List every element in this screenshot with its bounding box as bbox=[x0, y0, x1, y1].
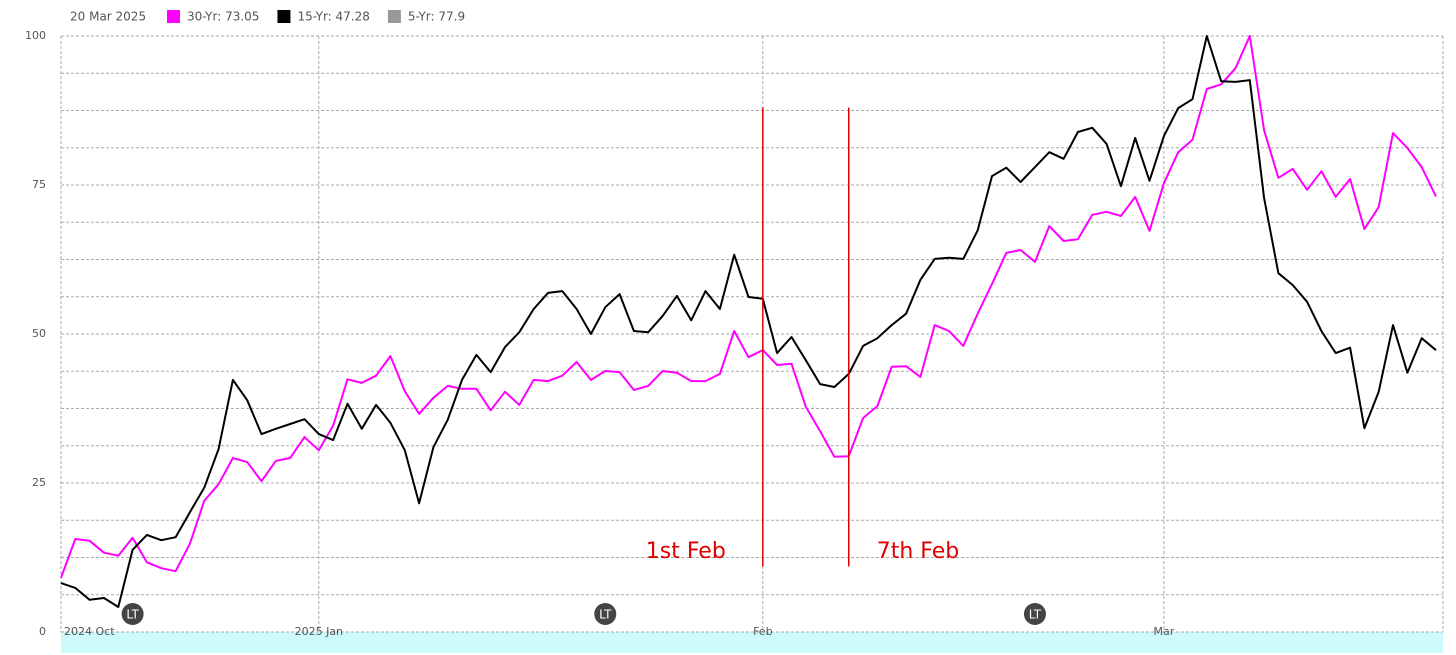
event-marker bbox=[594, 603, 617, 625]
event-marker bbox=[1023, 603, 1046, 625]
y-tick-label: 100 bbox=[25, 29, 46, 42]
legend-label: 30-Yr: 73.05 bbox=[187, 10, 259, 24]
event-marker-label: LT bbox=[126, 608, 139, 622]
x-tick-label: 2025 Jan bbox=[295, 625, 343, 638]
navigator bbox=[61, 632, 1443, 653]
y-tick-label: 0 bbox=[39, 625, 46, 638]
series-line bbox=[60, 35, 1437, 579]
x-tick-label: 2024 Oct bbox=[64, 625, 115, 638]
x-tick-label: Mar bbox=[1153, 625, 1174, 638]
y-tick-label: 50 bbox=[32, 327, 46, 340]
annotation-label: 1st Feb bbox=[646, 539, 726, 564]
annotation-label: 7th Feb bbox=[877, 539, 960, 564]
y-tick-label: 75 bbox=[32, 178, 46, 191]
y-tick-label: 25 bbox=[32, 476, 46, 489]
legend-swatch bbox=[277, 10, 291, 23]
legend-label: 5-Yr: 77.9 bbox=[408, 10, 465, 24]
legend-title: 20 Mar 2025 bbox=[70, 10, 146, 24]
legend-swatch bbox=[387, 10, 401, 23]
event-marker-label: LT bbox=[599, 608, 612, 622]
series-line bbox=[60, 35, 1437, 608]
x-tick-label: Feb bbox=[753, 625, 772, 638]
legend-label: 15-Yr: 47.28 bbox=[297, 10, 369, 24]
legend-swatch bbox=[167, 10, 180, 23]
event-marker bbox=[121, 603, 144, 625]
event-marker-label: LT bbox=[1029, 608, 1042, 622]
